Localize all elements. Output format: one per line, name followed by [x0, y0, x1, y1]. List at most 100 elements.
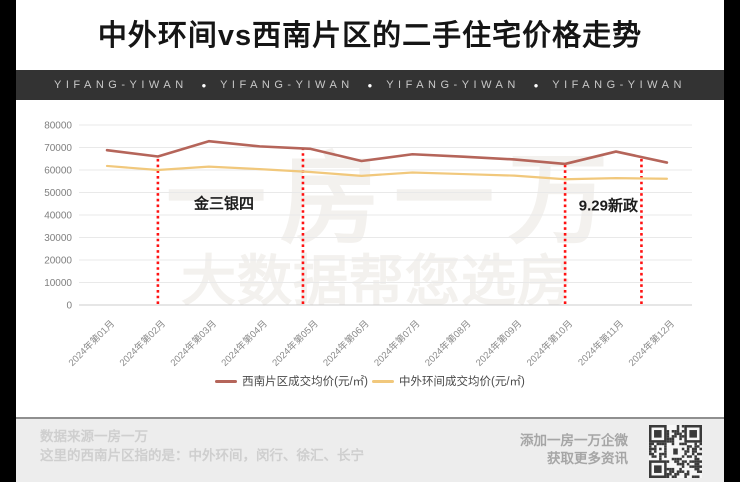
series-line	[105, 139, 669, 166]
qr-module	[669, 440, 672, 443]
brand-text: YIFANG-YIWAN	[552, 79, 686, 91]
footer-definition-line: 这里的西南片区指的是：中外环间，闵行、徐汇、长宁	[40, 447, 364, 463]
qr-module	[654, 465, 662, 473]
legend-swatch-icon	[372, 379, 394, 383]
x-axis-tick-label: 2024年第01月	[66, 318, 117, 369]
qr-module	[666, 475, 670, 478]
qr-module	[654, 455, 657, 458]
qr-module	[671, 457, 675, 461]
x-axis-tick-label: 2024年第05月	[270, 318, 321, 369]
footer-source-note: 数据来源一房一万 这里的西南片区指的是：中外环间，闵行、徐汇、长宁	[40, 428, 364, 466]
qr-module	[679, 435, 682, 438]
qr-module	[691, 452, 695, 456]
x-axis-tick-text: 2024年第09月	[473, 318, 524, 369]
x-axis-tick-label: 2024年第12月	[626, 318, 677, 369]
qr-module	[676, 472, 680, 476]
x-axis-tick-text: 2024年第01月	[66, 318, 117, 369]
qr-module	[659, 455, 662, 458]
x-axis-tick-label: 2024年第03月	[168, 318, 219, 369]
qr-module	[679, 457, 682, 461]
y-axis-tick-label: 10000	[44, 278, 72, 289]
qr-module	[681, 460, 685, 463]
brand-text: YIFANG-YIWAN	[54, 79, 188, 91]
qr-code-icon	[649, 425, 702, 478]
qr-module	[649, 447, 652, 451]
qr-module	[651, 442, 655, 446]
qr-module	[666, 467, 670, 471]
qr-module	[699, 447, 702, 451]
qr-module	[664, 445, 667, 448]
qr-module	[651, 455, 655, 458]
qr-module	[654, 430, 662, 438]
qr-module	[681, 470, 685, 473]
qr-module	[694, 447, 697, 451]
qr-module	[684, 442, 687, 446]
qr-module	[676, 427, 680, 431]
x-axis-tick-label: 2024年第06月	[321, 318, 372, 369]
qr-module	[671, 440, 675, 443]
qr-module	[681, 462, 685, 466]
y-axis-tick-label: 60000	[44, 166, 72, 177]
qr-module	[649, 450, 652, 453]
qr-module	[666, 472, 670, 476]
qr-module	[671, 430, 675, 433]
footer-contact-line1: 添加一房一万企微	[520, 433, 628, 448]
qr-module	[676, 470, 680, 473]
qr-module	[684, 475, 687, 478]
qr-module	[694, 445, 697, 448]
series-line	[105, 164, 669, 181]
legend-label: 西南片区成交均价(元/㎡)	[242, 376, 368, 388]
qr-module	[671, 435, 675, 438]
qr-module	[699, 470, 702, 473]
qr-module	[681, 465, 685, 468]
qr-module	[666, 440, 670, 443]
qr-module	[686, 450, 690, 453]
legend-label: 中外环间成交均价(元/㎡)	[399, 376, 525, 388]
qr-module	[669, 470, 672, 473]
qr-module	[691, 475, 695, 478]
qr-module	[666, 432, 670, 436]
y-axis-tick-label: 50000	[44, 188, 72, 199]
qr-module	[686, 445, 690, 448]
y-axis-tick-label: 0	[66, 301, 72, 312]
qr-module	[696, 475, 700, 478]
x-axis-tick-label: 2024年第09月	[473, 318, 524, 369]
qr-module	[676, 432, 680, 436]
annotation-label: 金三银四	[193, 194, 254, 212]
x-axis-tick-label: 2024年第10月	[524, 318, 575, 369]
qr-module	[684, 450, 687, 453]
x-axis-tick-text: 2024年第05月	[270, 318, 321, 369]
page-title: 中外环间vs西南片区的二手住宅价格走势	[97, 20, 643, 52]
qr-module	[689, 430, 697, 438]
qr-module	[679, 462, 682, 466]
x-axis-tick-text: 2024年第07月	[371, 318, 422, 369]
qr-module	[679, 442, 682, 446]
bullet-separator-icon: ●	[201, 80, 207, 90]
x-axis-tick-text: 2024年第04月	[219, 318, 270, 369]
qr-module	[694, 460, 697, 463]
qr-module	[696, 445, 700, 448]
qr-module	[684, 472, 687, 476]
qr-module	[699, 460, 702, 463]
qr-module	[661, 442, 665, 446]
qr-module	[689, 460, 692, 463]
qr-module	[664, 447, 667, 451]
qr-module	[664, 455, 667, 458]
qr-module	[676, 462, 680, 466]
qr-module	[656, 442, 660, 446]
x-axis-tick-text: 2024年第08月	[422, 318, 473, 369]
qr-module	[681, 425, 685, 428]
qr-module	[691, 460, 695, 463]
y-axis-tick-label: 80000	[44, 121, 72, 132]
qr-module	[679, 432, 682, 436]
qr-module	[671, 442, 675, 446]
x-axis-tick-text: 2024年第10月	[524, 318, 575, 369]
qr-module	[664, 450, 667, 453]
qr-module	[679, 470, 682, 473]
footer-source-line: 数据来源一房一万	[40, 429, 148, 444]
qr-module	[654, 450, 657, 453]
qr-module	[696, 470, 700, 473]
qr-module	[691, 465, 695, 468]
legend-item: 中外环间成交均价(元/㎡)	[372, 373, 525, 389]
